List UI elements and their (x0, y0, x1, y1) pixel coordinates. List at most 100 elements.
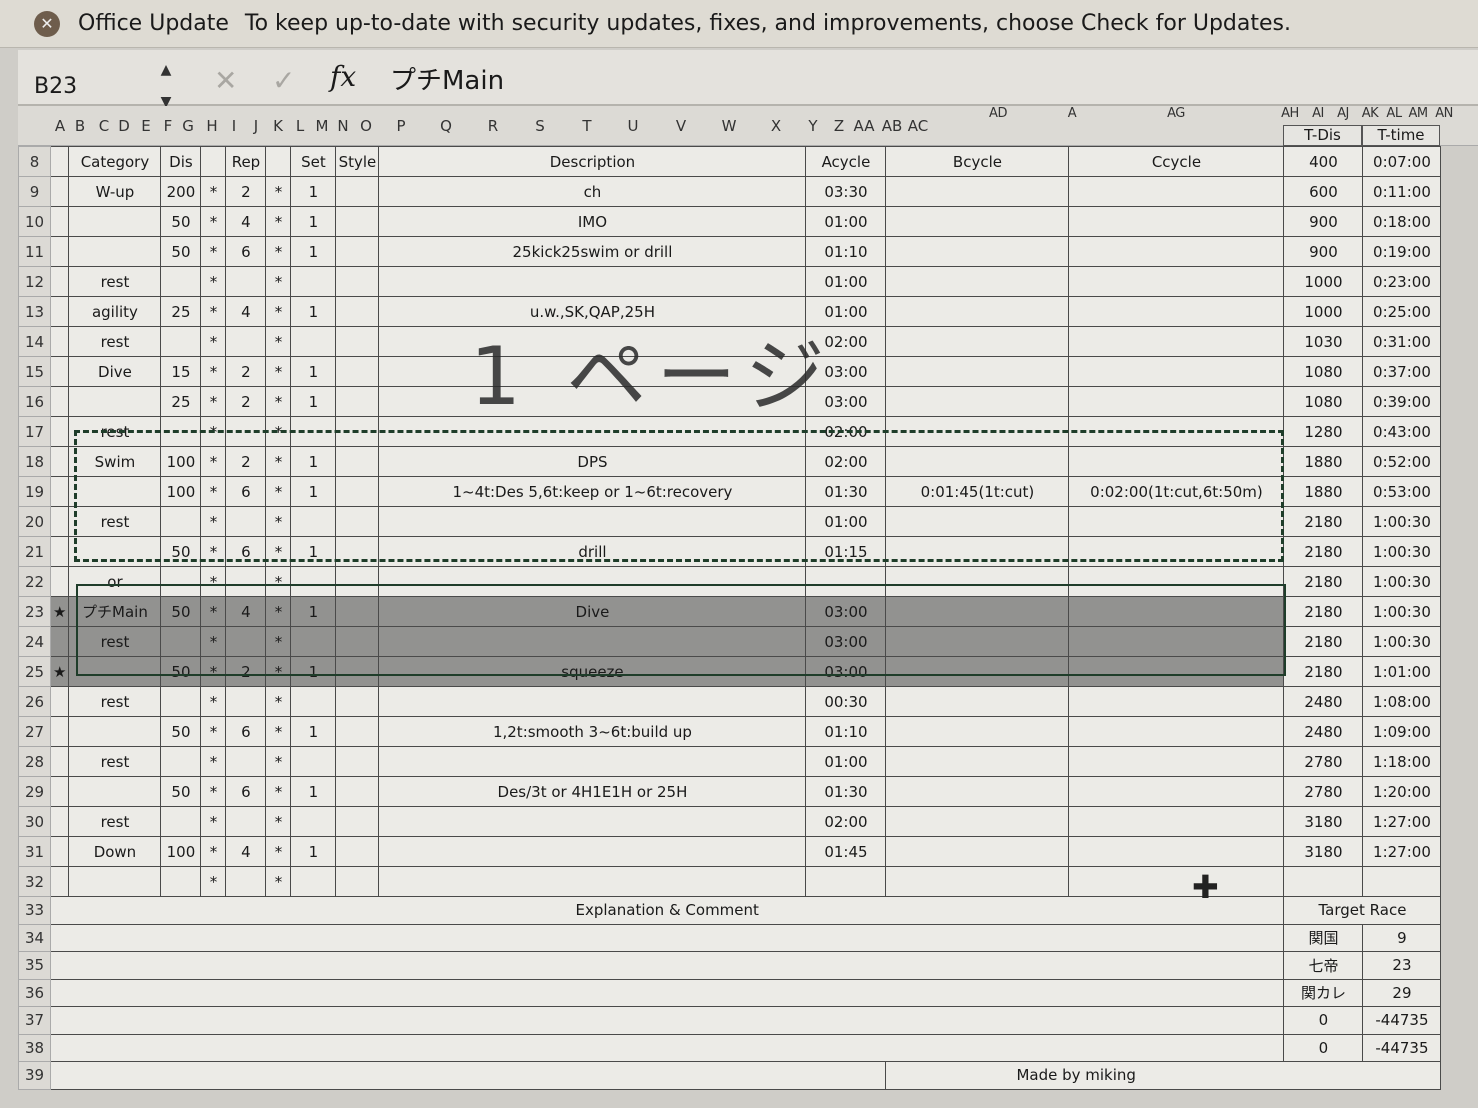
dis-cell[interactable]: 100 (160, 446, 202, 477)
cancel-icon[interactable]: ✕ (214, 64, 238, 97)
set-cell[interactable] (290, 626, 337, 657)
bcycle-cell[interactable] (885, 236, 1070, 267)
tdis-cell[interactable]: 2180 (1283, 626, 1364, 657)
row-number[interactable]: 21 (18, 536, 51, 567)
acycle-cell[interactable]: 03:00 (805, 596, 887, 627)
description-cell[interactable] (378, 386, 807, 417)
description-cell[interactable] (378, 416, 807, 447)
times-cell[interactable]: * (265, 626, 292, 657)
target-race-value[interactable]: -44735 (1362, 1033, 1442, 1062)
rep-cell[interactable]: 6 (225, 236, 267, 267)
acycle-cell[interactable]: 02:00 (805, 326, 887, 357)
set-cell[interactable]: 1 (290, 656, 337, 687)
row-number[interactable]: 35 (18, 951, 51, 980)
set-cell[interactable] (290, 806, 337, 837)
acycle-cell[interactable]: 01:00 (805, 746, 887, 777)
bcycle-cell[interactable] (885, 746, 1070, 777)
rep-cell[interactable]: 2 (225, 656, 267, 687)
times-cell[interactable]: * (200, 746, 227, 777)
ttime-cell[interactable]: 0:52:00 (1362, 446, 1442, 477)
mark-cell[interactable] (49, 296, 70, 327)
ccycle-cell[interactable] (1068, 656, 1285, 687)
style-cell[interactable] (335, 326, 380, 357)
ttime-cell[interactable]: 1:18:00 (1362, 746, 1442, 777)
set-cell[interactable]: 1 (290, 536, 337, 567)
rep-cell[interactable]: 2 (225, 446, 267, 477)
column-letter[interactable]: E (141, 117, 151, 135)
column-letter[interactable]: J (253, 117, 259, 135)
category-cell[interactable]: rest (68, 746, 162, 777)
set-cell[interactable]: 1 (290, 356, 337, 387)
ccycle-cell[interactable] (1068, 626, 1285, 657)
ccycle-cell[interactable] (1068, 806, 1285, 837)
style-cell[interactable] (335, 596, 380, 627)
row-number[interactable]: 22 (18, 566, 51, 597)
column-letter[interactable]: P (396, 117, 406, 135)
acycle-cell[interactable]: 00:30 (805, 686, 887, 717)
rep-cell[interactable] (225, 506, 267, 537)
ccycle-cell[interactable] (1068, 836, 1285, 867)
description-cell[interactable]: DPS (378, 446, 807, 477)
times-cell[interactable]: * (200, 806, 227, 837)
tdis-cell[interactable]: 900 (1283, 236, 1364, 267)
set-cell[interactable] (290, 326, 337, 357)
row-number[interactable]: 27 (18, 716, 51, 747)
category-cell[interactable]: rest (68, 806, 162, 837)
row-number[interactable]: 26 (18, 686, 51, 717)
ccycle-cell[interactable] (1068, 206, 1285, 237)
worksheet-grid[interactable]: 8 Category Dis Rep Set Style Description Acycle… (18, 146, 1442, 1090)
acycle-cell[interactable]: 01:45 (805, 836, 887, 867)
column-letter[interactable]: AL (1386, 106, 1402, 121)
row-number[interactable]: 14 (18, 326, 51, 357)
set-cell[interactable]: 1 (290, 236, 337, 267)
bcycle-cell[interactable] (885, 566, 1070, 597)
set-cell[interactable]: 1 (290, 776, 337, 807)
ttime-cell[interactable]: 1:08:00 (1362, 686, 1442, 717)
rep-cell[interactable] (225, 326, 267, 357)
times-cell[interactable]: * (265, 386, 292, 417)
rep-cell[interactable]: 4 (225, 206, 267, 237)
rep-cell[interactable]: 6 (225, 716, 267, 747)
target-race-name[interactable]: 関国 (1283, 923, 1364, 952)
dis-cell[interactable]: 50 (160, 206, 202, 237)
times-cell[interactable]: * (200, 566, 227, 597)
style-cell[interactable] (335, 236, 380, 267)
ttime-cell[interactable]: 1:20:00 (1362, 776, 1442, 807)
style-cell[interactable] (335, 176, 380, 207)
bcycle-cell[interactable] (885, 536, 1070, 567)
set-cell[interactable]: 1 (290, 296, 337, 327)
times-cell[interactable]: * (265, 806, 292, 837)
column-letter[interactable]: M (315, 117, 329, 135)
mark-cell[interactable] (49, 356, 70, 387)
style-cell[interactable] (335, 626, 380, 657)
ttime-cell[interactable]: 0:31:00 (1362, 326, 1442, 357)
times-cell[interactable]: * (265, 446, 292, 477)
column-letter[interactable]: Y (808, 117, 818, 135)
row-number[interactable]: 28 (18, 746, 51, 777)
rep-cell[interactable] (225, 566, 267, 597)
bcycle-cell[interactable] (885, 686, 1070, 717)
ccycle-cell[interactable] (1068, 866, 1285, 897)
description-cell[interactable]: Des/3t or 4H1E1H or 25H (378, 776, 807, 807)
column-letter[interactable]: B (74, 117, 86, 135)
column-letter[interactable]: AH (1281, 106, 1299, 121)
description-cell[interactable] (378, 266, 807, 297)
times-cell[interactable]: * (265, 836, 292, 867)
column-letter[interactable]: V (675, 117, 687, 135)
set-cell[interactable]: 1 (290, 836, 337, 867)
target-race-value[interactable]: 9 (1362, 923, 1442, 952)
comment-cell[interactable] (49, 923, 1285, 952)
category-cell[interactable]: or (68, 566, 162, 597)
ccycle-cell[interactable] (1068, 566, 1285, 597)
header-rep[interactable]: Rep (225, 146, 267, 177)
bcycle-cell[interactable] (885, 416, 1070, 447)
target-race-name[interactable]: 0 (1283, 1033, 1364, 1062)
tdis-cell[interactable]: 2780 (1283, 746, 1364, 777)
ttime-cell[interactable]: 0:39:00 (1362, 386, 1442, 417)
dis-cell[interactable] (160, 266, 202, 297)
ttime-cell[interactable]: 1:27:00 (1362, 836, 1442, 867)
set-cell[interactable] (290, 416, 337, 447)
bcycle-cell[interactable] (885, 506, 1070, 537)
acycle-cell[interactable]: 03:00 (805, 356, 887, 387)
row-number[interactable]: 15 (18, 356, 51, 387)
